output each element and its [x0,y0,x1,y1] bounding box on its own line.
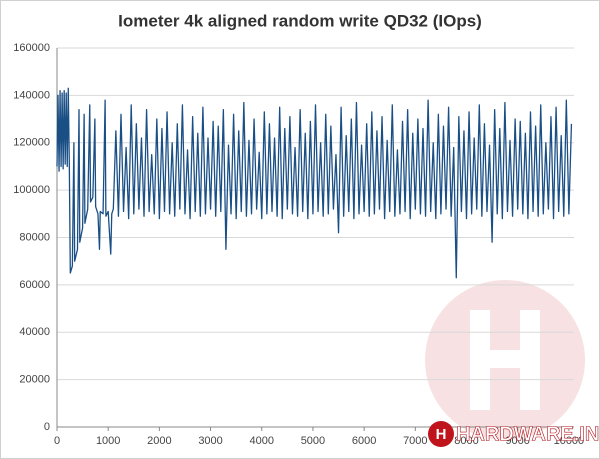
y-tick-label: 0 [44,421,50,433]
watermark-logo [425,280,585,440]
x-tick-label: 3000 [198,435,222,447]
plot-area: 0200004000060000800001000001200001400001… [13,42,584,447]
y-tick-label: 100000 [13,184,50,196]
x-tick-label: 7000 [403,435,427,447]
watermark: H HARDWARE.INFO [428,421,600,447]
x-tick-label: 5000 [301,435,325,447]
x-tick-label: 9000 [505,435,529,447]
x-tick-label: 2000 [147,435,171,447]
data-line [56,87,573,279]
svg-text:H: H [436,426,447,443]
y-tick-label: 140000 [13,89,50,101]
y-tick-label: 20000 [19,374,50,386]
chart-title: Iometer 4k aligned random write QD32 (IO… [118,11,482,30]
y-tick-label: 160000 [13,42,50,54]
x-tick-label: 1000 [96,435,120,447]
x-tick-label: 0 [54,435,60,447]
y-tick-label: 80000 [19,231,50,243]
watermark-text: HARDWARE.INFO [456,423,600,445]
x-tick-label: 4000 [250,435,274,447]
x-tick-label: 8000 [454,435,478,447]
x-tick-label: 6000 [352,435,376,447]
y-tick-label: 120000 [13,137,50,149]
x-tick-label: 10000 [554,435,585,447]
y-tick-label: 40000 [19,326,50,338]
y-tick-label: 60000 [19,279,50,291]
